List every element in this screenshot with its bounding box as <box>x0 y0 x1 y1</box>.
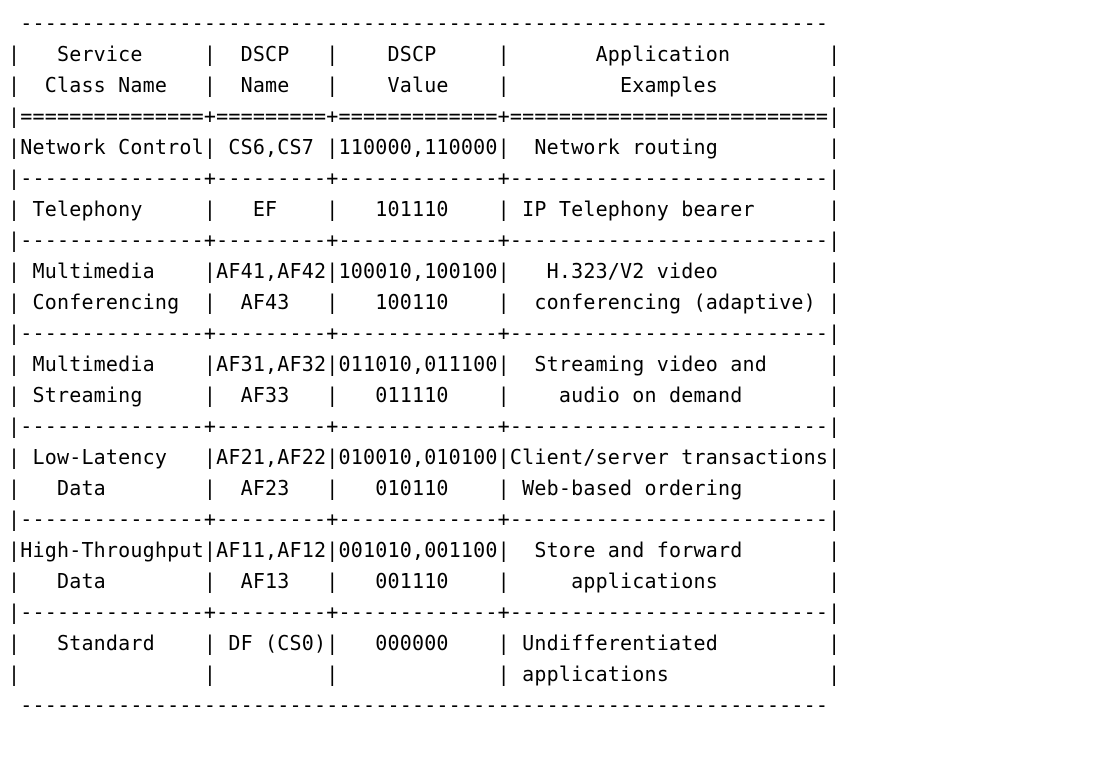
table-header-separator: |===============+=========+=============… <box>8 104 840 128</box>
table-header-row: | Service | DSCP | DSCP | Application | <box>8 42 840 66</box>
table-row-separator: |---------------+---------+-------------… <box>8 507 840 531</box>
table-top-border: ----------------------------------------… <box>8 11 828 35</box>
table-row: | Data | AF23 | 010110 | Web-based order… <box>8 476 840 500</box>
table-header-row: | Class Name | Name | Value | Examples | <box>8 73 840 97</box>
table-row: | Telephony | EF | 101110 | IP Telephony… <box>8 197 840 221</box>
table-row: | Streaming | AF33 | 011110 | audio on d… <box>8 383 840 407</box>
table-row: |Network Control| CS6,CS7 |110000,110000… <box>8 135 840 159</box>
table-row: | Conferencing | AF43 | 100110 | confere… <box>8 290 840 314</box>
table-row: | Data | AF13 | 001110 | applications | <box>8 569 840 593</box>
table-bottom-border: ----------------------------------------… <box>8 693 828 717</box>
table-row-separator: |---------------+---------+-------------… <box>8 228 840 252</box>
table-row-separator: |---------------+---------+-------------… <box>8 321 840 345</box>
table-row: | | | | applications | <box>8 662 840 686</box>
table-row-separator: |---------------+---------+-------------… <box>8 166 840 190</box>
table-row: | Multimedia |AF41,AF42|100010,100100| H… <box>8 259 840 283</box>
table-row-separator: |---------------+---------+-------------… <box>8 600 840 624</box>
table-row: | Standard | DF (CS0)| 000000 | Undiffer… <box>8 631 840 655</box>
table-row-separator: |---------------+---------+-------------… <box>8 414 840 438</box>
table-row: | Low-Latency |AF21,AF22|010010,010100|C… <box>8 445 840 469</box>
table-row: | Multimedia |AF31,AF32|011010,011100| S… <box>8 352 840 376</box>
table-row: |High-Throughput|AF11,AF12|001010,001100… <box>8 538 840 562</box>
dscp-service-class-table: ----------------------------------------… <box>8 8 1112 721</box>
